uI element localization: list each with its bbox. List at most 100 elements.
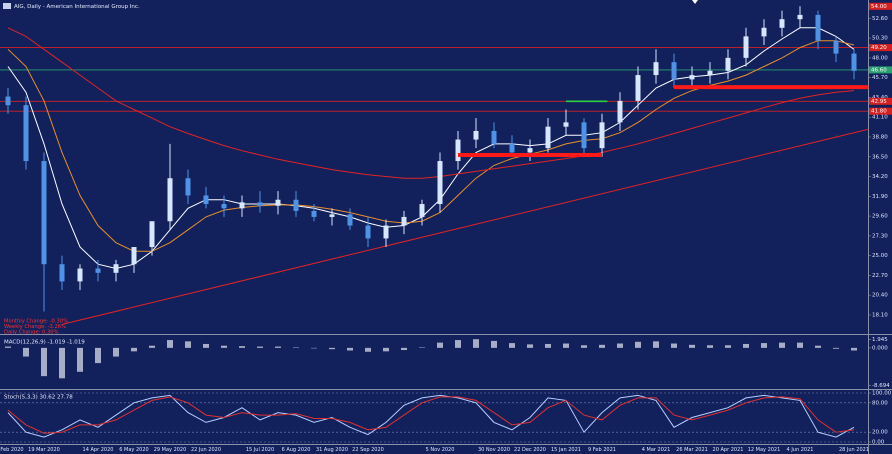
macd-bar [275, 346, 281, 348]
candle-body [437, 161, 443, 205]
macd-bar [95, 347, 101, 364]
x-tick-label: 28 Jun 2021 [839, 447, 869, 453]
macd-bar [401, 347, 407, 351]
annotation: Monthly Change: -0.30% [4, 319, 68, 325]
y-tick-label: 36.50 [872, 154, 888, 160]
macd-bar [131, 347, 137, 352]
candle-body [509, 143, 515, 153]
annotation: Weekly Change: -3.26% [4, 324, 66, 330]
candle-body [743, 36, 749, 58]
candle-body [59, 264, 65, 282]
macd-bar [347, 347, 353, 351]
y-tick-label: 38.80 [872, 134, 888, 140]
candle-body [581, 122, 587, 149]
candle-body [851, 53, 857, 71]
y-tick-label: 100.00 [872, 391, 892, 397]
candle-body [473, 130, 479, 140]
macd-bar [149, 345, 155, 348]
macd-bar [221, 345, 227, 348]
x-tick-label: 12 May 2021 [748, 447, 781, 453]
macd-bar [599, 344, 605, 348]
x-tick-label: 22 Jun 2020 [191, 447, 221, 453]
candle-body [815, 14, 821, 41]
candle-body [5, 96, 11, 106]
moving-average [7, 40, 855, 252]
y-tick-label: 50.30 [872, 36, 888, 42]
candle-body [149, 221, 155, 248]
macd-bar [671, 343, 677, 348]
price-tag [869, 44, 892, 52]
price-tag [869, 2, 892, 10]
price-tag [869, 107, 892, 115]
stoch-title: Stoch(5,3,3) 30.62 27.78 [4, 395, 73, 401]
x-tick-label: 22 Sep 2020 [352, 447, 384, 453]
macd-bar [509, 343, 515, 348]
candle-body [617, 100, 623, 123]
price-tag-label: 42.95 [871, 99, 887, 105]
price-tag-label: 54.00 [871, 4, 887, 10]
candle-body [347, 214, 353, 226]
x-tick-label: 31 Aug 2020 [316, 447, 348, 453]
symbol-icon [3, 3, 11, 9]
macd-bar [41, 347, 47, 377]
x-tick-label: 29 May 2020 [154, 447, 187, 453]
macd-bar [491, 340, 497, 348]
x-tick-label: 30 Nov 2020 [478, 447, 510, 453]
y-tick-label: 48.00 [872, 55, 888, 61]
candle-body [725, 57, 731, 71]
macd-bar [815, 345, 821, 348]
candle-body [545, 126, 551, 149]
candle-body [491, 130, 497, 144]
x-tick-label: 6 Aug 2020 [282, 447, 311, 453]
candle-body [221, 204, 227, 209]
candle-body [77, 268, 83, 282]
y-tick-label: 22.70 [872, 273, 888, 279]
y-tick-label: -8.694 [872, 383, 890, 389]
stoch-line [7, 394, 855, 438]
macd-bar [239, 346, 245, 348]
y-tick-label: 25.00 [872, 253, 888, 259]
macd-bar [563, 343, 569, 348]
x-tick-label: 27 Feb 2020 [0, 447, 24, 453]
macd-bar [203, 343, 209, 348]
macd-title: MACD(12,26,9) -1.019 -1.019 [4, 340, 85, 346]
y-tick-label: 34.20 [872, 174, 888, 180]
candle-body [599, 122, 605, 149]
candle-body [275, 199, 281, 206]
y-tick-label: 1.945 [872, 337, 888, 343]
macd-bar [617, 343, 623, 348]
candle-body [797, 14, 803, 20]
candle-body [707, 70, 713, 76]
macd-bar [257, 346, 263, 348]
macd-bar [545, 343, 551, 348]
annotation: Daily Change: 0.30% [4, 330, 59, 336]
candle-body [455, 139, 461, 162]
candle-body [239, 202, 245, 209]
x-tick-label: 9 Feb 2021 [588, 447, 616, 453]
candle-body [383, 225, 389, 239]
candle-body [23, 105, 29, 162]
macd-bar [383, 347, 389, 352]
price-tag [869, 97, 892, 105]
moving-average [7, 27, 855, 179]
macd-bar [689, 344, 695, 348]
candle-body [401, 216, 407, 226]
candle-body [527, 148, 533, 153]
candle-body [167, 178, 173, 222]
stoch-line [7, 396, 855, 434]
candle-body [419, 204, 425, 217]
macd-bar [329, 347, 335, 350]
macd-bar [527, 344, 533, 348]
macd-bar [59, 347, 65, 379]
price-tag-label: 41.80 [871, 109, 887, 115]
x-tick-label: 6 May 2020 [119, 447, 148, 453]
candle-body [833, 40, 839, 54]
candle-body [95, 268, 101, 273]
macd-bar [437, 342, 443, 348]
macd-bar [5, 346, 11, 348]
macd-bar [761, 343, 767, 348]
x-tick-label: 15 Jul 2020 [246, 447, 274, 453]
candle-body [293, 199, 299, 211]
chart-title: AIG, Daily - American International Grou… [14, 4, 140, 10]
